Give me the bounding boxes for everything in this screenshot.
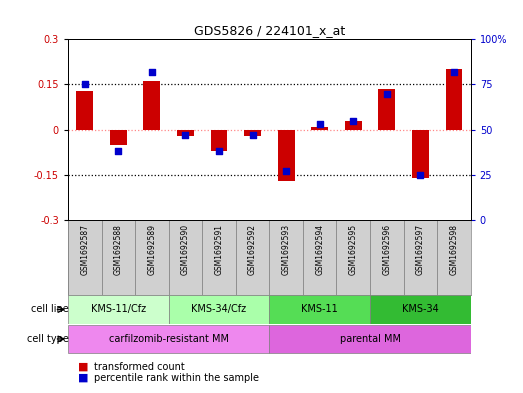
Bar	[370, 220, 404, 295]
Text: ■: ■	[78, 373, 89, 383]
Bar	[143, 81, 160, 130]
Bar	[303, 220, 336, 295]
Point	[81, 81, 89, 88]
Bar	[269, 296, 370, 324]
Bar	[370, 296, 471, 324]
Bar	[278, 130, 294, 181]
Point	[248, 132, 257, 138]
Text: GSM1692598: GSM1692598	[449, 224, 459, 275]
Bar	[269, 325, 471, 353]
Text: transformed count: transformed count	[94, 362, 185, 372]
Text: GSM1692594: GSM1692594	[315, 224, 324, 275]
Bar	[345, 121, 361, 130]
Text: GSM1692590: GSM1692590	[181, 224, 190, 275]
Bar	[202, 220, 236, 295]
Bar	[404, 220, 437, 295]
Point	[416, 172, 425, 178]
Text: GSM1692596: GSM1692596	[382, 224, 391, 275]
Text: ■: ■	[78, 362, 89, 372]
Text: KMS-34/Cfz: KMS-34/Cfz	[191, 305, 246, 314]
Bar	[446, 70, 462, 130]
Bar	[379, 89, 395, 130]
Bar	[110, 130, 127, 145]
Text: KMS-34: KMS-34	[402, 305, 439, 314]
Text: GSM1692589: GSM1692589	[147, 224, 156, 275]
Point	[147, 69, 156, 75]
Point	[450, 69, 458, 75]
Text: cell line: cell line	[31, 305, 69, 314]
Text: GSM1692587: GSM1692587	[80, 224, 89, 275]
Point	[114, 148, 122, 154]
Point	[315, 121, 324, 127]
Bar	[336, 220, 370, 295]
Bar	[135, 220, 168, 295]
Bar	[68, 220, 101, 295]
Bar	[211, 130, 228, 151]
Bar	[68, 325, 269, 353]
Bar	[177, 130, 194, 136]
Bar	[269, 220, 303, 295]
Bar	[412, 130, 429, 178]
Point	[282, 168, 290, 174]
Text: GSM1692591: GSM1692591	[214, 224, 223, 275]
Text: KMS-11/Cfz: KMS-11/Cfz	[91, 305, 146, 314]
Point	[383, 90, 391, 97]
Point	[181, 132, 190, 138]
Text: carfilzomib-resistant MM: carfilzomib-resistant MM	[109, 334, 229, 344]
Bar	[437, 220, 471, 295]
Text: GSM1692593: GSM1692593	[281, 224, 291, 275]
Bar	[68, 296, 168, 324]
Bar	[76, 90, 93, 130]
Bar	[236, 220, 269, 295]
Bar	[311, 127, 328, 130]
Text: GSM1692597: GSM1692597	[416, 224, 425, 275]
Text: cell type: cell type	[27, 334, 69, 344]
Bar	[168, 220, 202, 295]
Text: GSM1692588: GSM1692588	[114, 224, 123, 275]
Bar	[244, 130, 261, 136]
Text: GSM1692592: GSM1692592	[248, 224, 257, 275]
Point	[215, 148, 223, 154]
Point	[349, 118, 357, 124]
Text: KMS-11: KMS-11	[301, 305, 338, 314]
Text: parental MM: parental MM	[339, 334, 401, 344]
Title: GDS5826 / 224101_x_at: GDS5826 / 224101_x_at	[194, 24, 345, 37]
Bar	[101, 220, 135, 295]
Bar	[168, 296, 269, 324]
Text: percentile rank within the sample: percentile rank within the sample	[94, 373, 259, 383]
Text: GSM1692595: GSM1692595	[349, 224, 358, 275]
